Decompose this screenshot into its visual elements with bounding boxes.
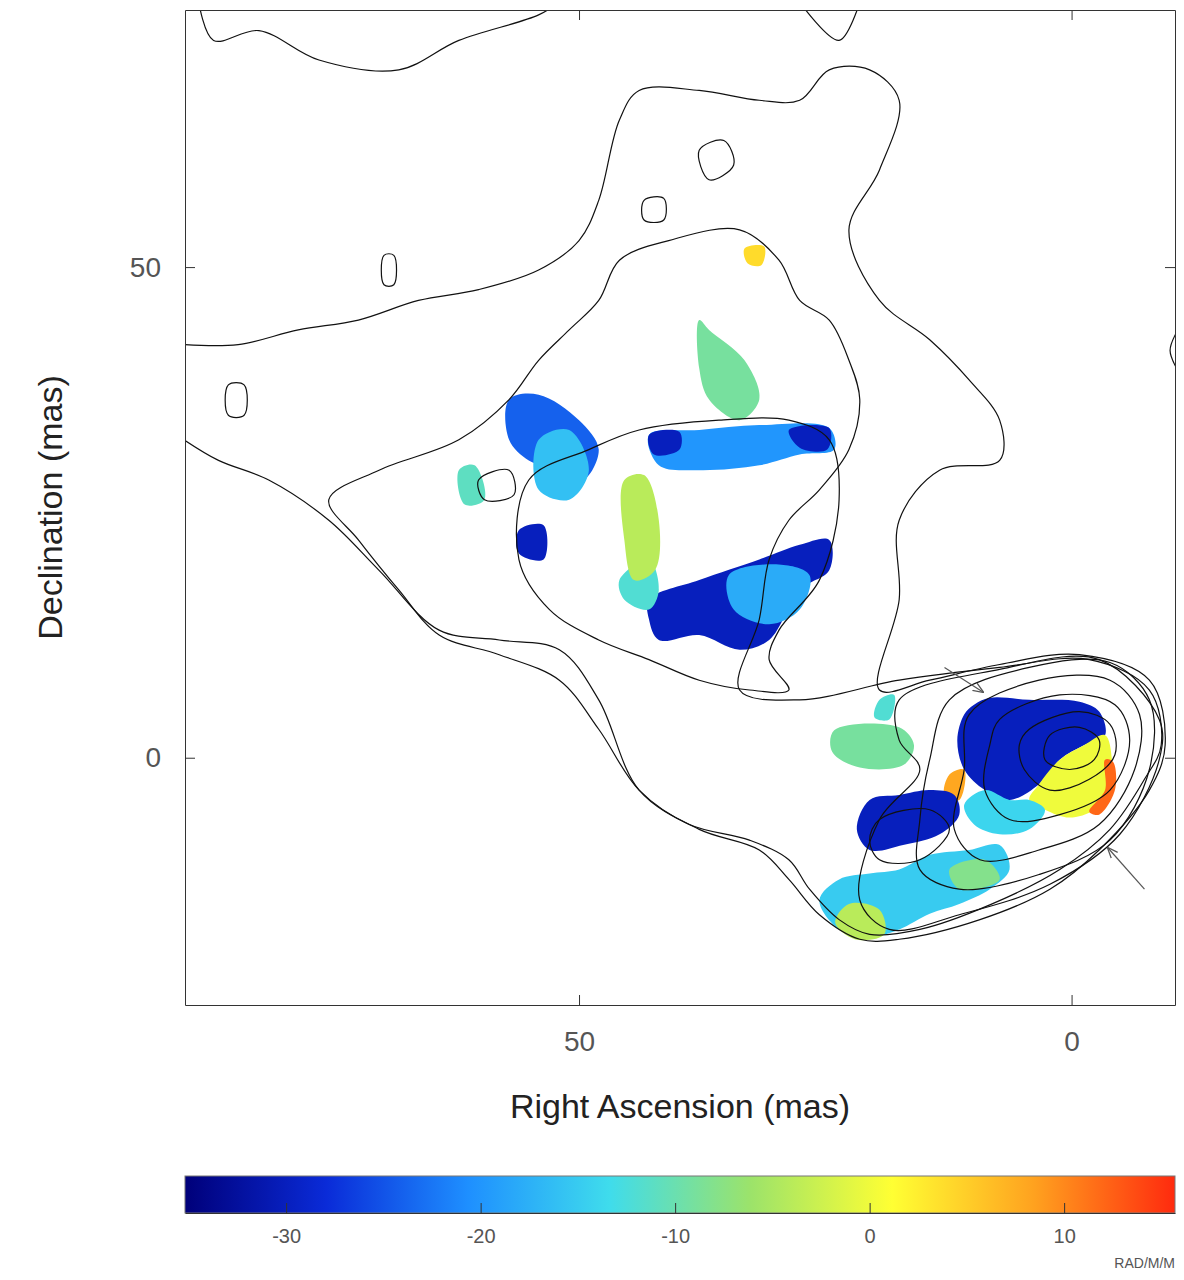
axis-line bbox=[1175, 11, 1176, 1006]
rm-patch bbox=[648, 430, 682, 456]
tick bbox=[579, 10, 580, 20]
rm-patch bbox=[830, 723, 914, 769]
rm-patch bbox=[621, 474, 661, 581]
arrow bbox=[1108, 848, 1144, 889]
tick-mark bbox=[870, 1203, 871, 1213]
contour bbox=[516, 418, 839, 693]
tick: 50 bbox=[564, 995, 595, 1057]
tick: -30 bbox=[272, 1203, 301, 1247]
tick-label: 50 bbox=[564, 1026, 595, 1057]
rm-patch bbox=[744, 245, 766, 266]
colorbar-axis: -30 -20 -10 0 10 bbox=[186, 1203, 1176, 1247]
contour bbox=[916, 659, 1154, 890]
tick-mark bbox=[1064, 1203, 1065, 1213]
arrows bbox=[944, 667, 1144, 889]
tick: 0 bbox=[865, 1203, 876, 1247]
tick-mark bbox=[481, 1203, 482, 1213]
rm-patch bbox=[533, 429, 589, 501]
tick-label: 10 bbox=[1054, 1225, 1076, 1247]
x-axis: 50 0 bbox=[186, 995, 1176, 1057]
contour bbox=[859, 656, 1163, 931]
tick: -10 bbox=[661, 1203, 690, 1247]
plot-area bbox=[185, 10, 1175, 941]
contour bbox=[329, 228, 1162, 935]
contour bbox=[698, 140, 734, 180]
tick: -20 bbox=[467, 1203, 496, 1247]
contour bbox=[381, 254, 396, 287]
tick: 50 bbox=[130, 252, 195, 283]
rm-patch bbox=[874, 694, 895, 720]
tick-label: -30 bbox=[272, 1225, 301, 1247]
rm-patch bbox=[457, 465, 485, 506]
tick bbox=[1165, 267, 1175, 268]
tick-mark bbox=[1165, 267, 1175, 268]
contour-fragment bbox=[800, 10, 860, 40]
tick-label: 50 bbox=[130, 252, 161, 283]
contour bbox=[642, 197, 667, 223]
tick-label: -20 bbox=[467, 1225, 496, 1247]
tick-mark bbox=[675, 1203, 676, 1213]
tick-label: 0 bbox=[145, 742, 161, 773]
rm-patch bbox=[647, 538, 833, 649]
contour bbox=[225, 383, 247, 418]
axis-line bbox=[186, 1005, 1176, 1006]
rm-patch bbox=[726, 564, 810, 624]
tick: 0 bbox=[145, 742, 195, 773]
arrow bbox=[944, 667, 982, 692]
colorbar bbox=[185, 1176, 1175, 1213]
contour bbox=[1044, 727, 1100, 770]
tick-mark bbox=[1165, 758, 1175, 759]
contour-fragment bbox=[185, 66, 1165, 941]
contours bbox=[185, 10, 1175, 941]
tick-label: -10 bbox=[661, 1225, 690, 1247]
rm-patch bbox=[789, 425, 832, 452]
tick-mark bbox=[1072, 10, 1073, 20]
rm-patches bbox=[457, 245, 1116, 940]
axis-line bbox=[185, 11, 186, 1006]
contour-fragment bbox=[199, 10, 560, 71]
contour bbox=[870, 809, 950, 864]
rm-patch bbox=[516, 524, 547, 561]
y-axis-title: Declination (mas) bbox=[31, 375, 69, 640]
tick-mark bbox=[185, 267, 195, 268]
rm-patch bbox=[648, 423, 836, 470]
y-axis-right bbox=[1165, 11, 1176, 1006]
tick-label: 0 bbox=[865, 1225, 876, 1247]
tick: 0 bbox=[1064, 995, 1080, 1057]
x-axis-top bbox=[186, 10, 1176, 20]
axis-line bbox=[186, 10, 1176, 11]
rm-patch bbox=[857, 790, 960, 851]
tick: 10 bbox=[1054, 1203, 1076, 1247]
tick-mark bbox=[1072, 995, 1073, 1005]
tick bbox=[1165, 758, 1175, 759]
tick-mark bbox=[185, 758, 195, 759]
tick-mark bbox=[286, 1203, 287, 1213]
tick-mark bbox=[579, 995, 580, 1005]
contour bbox=[984, 694, 1130, 821]
rm-patch bbox=[964, 790, 1045, 835]
tick bbox=[1072, 10, 1073, 20]
rm-patch bbox=[697, 320, 760, 420]
contour bbox=[1019, 712, 1116, 791]
contour-fragment bbox=[1170, 320, 1175, 380]
x-axis-title: Right Ascension (mas) bbox=[510, 1087, 850, 1125]
contour bbox=[953, 675, 1141, 861]
tick-mark bbox=[579, 10, 580, 20]
y-axis: 50 0 bbox=[130, 11, 195, 1006]
tick-label: 0 bbox=[1064, 1026, 1080, 1057]
rm-patch bbox=[949, 859, 1000, 890]
axis-line bbox=[186, 1213, 1176, 1214]
contour bbox=[478, 469, 516, 501]
colorbar-label: RAD/M/M bbox=[1114, 1255, 1175, 1271]
figure: 50 0 50 0 Right Ascension (mas) Declination (… bbox=[0, 0, 1184, 1280]
